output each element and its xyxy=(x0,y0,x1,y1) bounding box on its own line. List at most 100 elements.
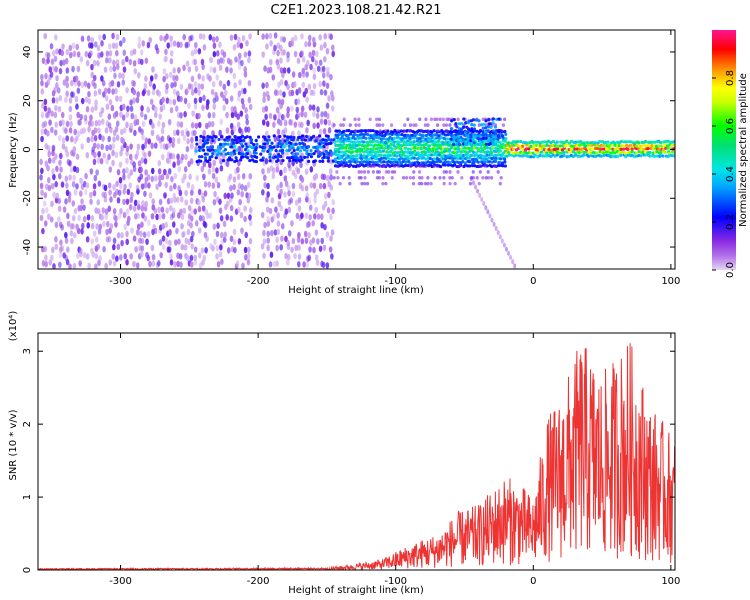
heatmap-cell xyxy=(496,144,500,148)
heatmap-cell xyxy=(472,141,476,145)
heatmap-cell xyxy=(449,126,454,131)
heatmap-cell xyxy=(323,33,328,40)
heatmap-cell xyxy=(245,135,249,139)
heatmap-cell xyxy=(305,155,310,159)
snr-y-tick-label: 0 xyxy=(22,567,33,573)
heatmap-cell xyxy=(93,41,98,48)
heatmap-cell xyxy=(661,154,665,158)
heatmap-cell xyxy=(194,138,199,142)
heatmap-cell xyxy=(168,137,173,144)
heatmap-cell xyxy=(47,213,51,220)
heatmap-cell xyxy=(49,43,54,50)
heatmap-cell xyxy=(455,125,459,129)
heatmap-cell xyxy=(426,123,430,127)
heatmap-cell xyxy=(318,159,322,163)
heatmap-cell xyxy=(323,89,328,96)
heatmap-cell xyxy=(85,106,90,113)
heatmap-cell xyxy=(265,130,269,137)
heatmap-cell xyxy=(565,139,569,143)
heatmap-cell xyxy=(357,123,361,127)
heatmap-cell xyxy=(555,153,559,157)
heatmap-cell xyxy=(201,63,205,71)
heatmap-cell xyxy=(584,144,588,148)
heatmap-cell xyxy=(371,129,375,133)
heatmap-cell xyxy=(219,158,223,165)
heatmap-cell xyxy=(381,181,385,186)
heatmap-cell xyxy=(237,206,241,214)
heatmap-cell xyxy=(522,153,526,157)
heatmap-cell xyxy=(330,90,334,97)
heatmap-cell xyxy=(67,196,72,203)
heatmap-cell xyxy=(657,147,661,152)
heatmap-cell xyxy=(141,120,146,128)
heatmap-cell xyxy=(216,151,221,155)
heatmap-cell xyxy=(94,236,99,243)
heatmap-cell xyxy=(476,160,480,164)
heatmap-cell xyxy=(54,243,59,250)
heatmap-cell xyxy=(153,142,158,149)
heatmap-cell xyxy=(164,143,169,150)
heatmap-cell xyxy=(200,155,204,159)
heatmap-cell xyxy=(315,112,320,119)
heatmap-cell xyxy=(78,119,82,126)
heatmap-cell xyxy=(208,161,212,169)
heatmap-cell xyxy=(201,75,205,82)
heatmap-cell xyxy=(328,149,333,153)
heatmap-cell xyxy=(329,174,333,181)
heatmap-cell xyxy=(575,147,579,151)
heatmap-cell xyxy=(571,154,575,159)
heatmap-cell xyxy=(236,189,241,196)
heatmap-cell xyxy=(375,160,379,165)
heatmap-cell xyxy=(426,175,430,180)
heatmap-cell xyxy=(40,167,44,175)
heatmap-cell xyxy=(214,156,218,160)
heatmap-cell xyxy=(210,120,215,128)
heatmap-cell xyxy=(65,189,70,197)
heatmap-cell xyxy=(408,140,412,144)
heatmap-cell xyxy=(558,151,562,155)
heatmap-cell xyxy=(199,159,203,163)
heatmap-cell xyxy=(157,160,162,167)
heatmap-cell xyxy=(254,138,258,143)
heatmap-cell xyxy=(210,145,215,149)
heatmap-cell xyxy=(464,130,468,134)
heatmap-cell xyxy=(93,90,98,97)
heatmap-cell xyxy=(484,142,488,146)
heatmap-cell xyxy=(82,127,86,134)
heatmap-cell xyxy=(386,146,390,151)
heatmap-cell xyxy=(169,50,174,57)
heatmap-cell xyxy=(219,152,223,156)
heatmap-y-axis-label: Frequency (Hz) xyxy=(8,112,19,188)
heatmap-cell xyxy=(450,154,454,158)
heatmap-cell xyxy=(136,188,140,195)
heatmap-cell xyxy=(489,147,493,151)
heatmap-cell xyxy=(326,71,330,78)
heatmap-cell xyxy=(54,180,59,188)
heatmap-cell xyxy=(71,214,76,222)
heatmap-cell xyxy=(282,114,286,121)
heatmap-cell xyxy=(326,134,330,138)
heatmap-cell xyxy=(193,97,198,105)
heatmap-cell xyxy=(307,197,312,205)
heatmap-cell xyxy=(320,111,324,118)
heatmap-cell xyxy=(602,151,606,155)
heatmap-cell xyxy=(84,96,89,103)
heatmap-cell xyxy=(390,147,394,151)
heatmap-cell xyxy=(287,161,291,169)
heatmap-cell xyxy=(351,150,355,154)
heatmap-cell xyxy=(100,51,104,58)
heatmap-cell xyxy=(623,151,628,155)
heatmap-cell xyxy=(374,117,379,122)
heatmap-cell xyxy=(142,87,147,95)
heatmap-cell xyxy=(307,254,312,262)
heatmap-cell xyxy=(169,35,173,42)
heatmap-cell xyxy=(112,243,116,251)
heatmap-cell xyxy=(210,154,214,159)
heatmap-cell xyxy=(249,207,253,214)
heatmap-cell xyxy=(495,117,499,121)
heatmap-cell xyxy=(121,72,125,80)
heatmap-cell xyxy=(229,151,234,155)
heatmap-cell xyxy=(432,147,437,151)
heatmap-cell xyxy=(330,229,335,236)
snr-x-tick-label: -300 xyxy=(109,576,132,587)
